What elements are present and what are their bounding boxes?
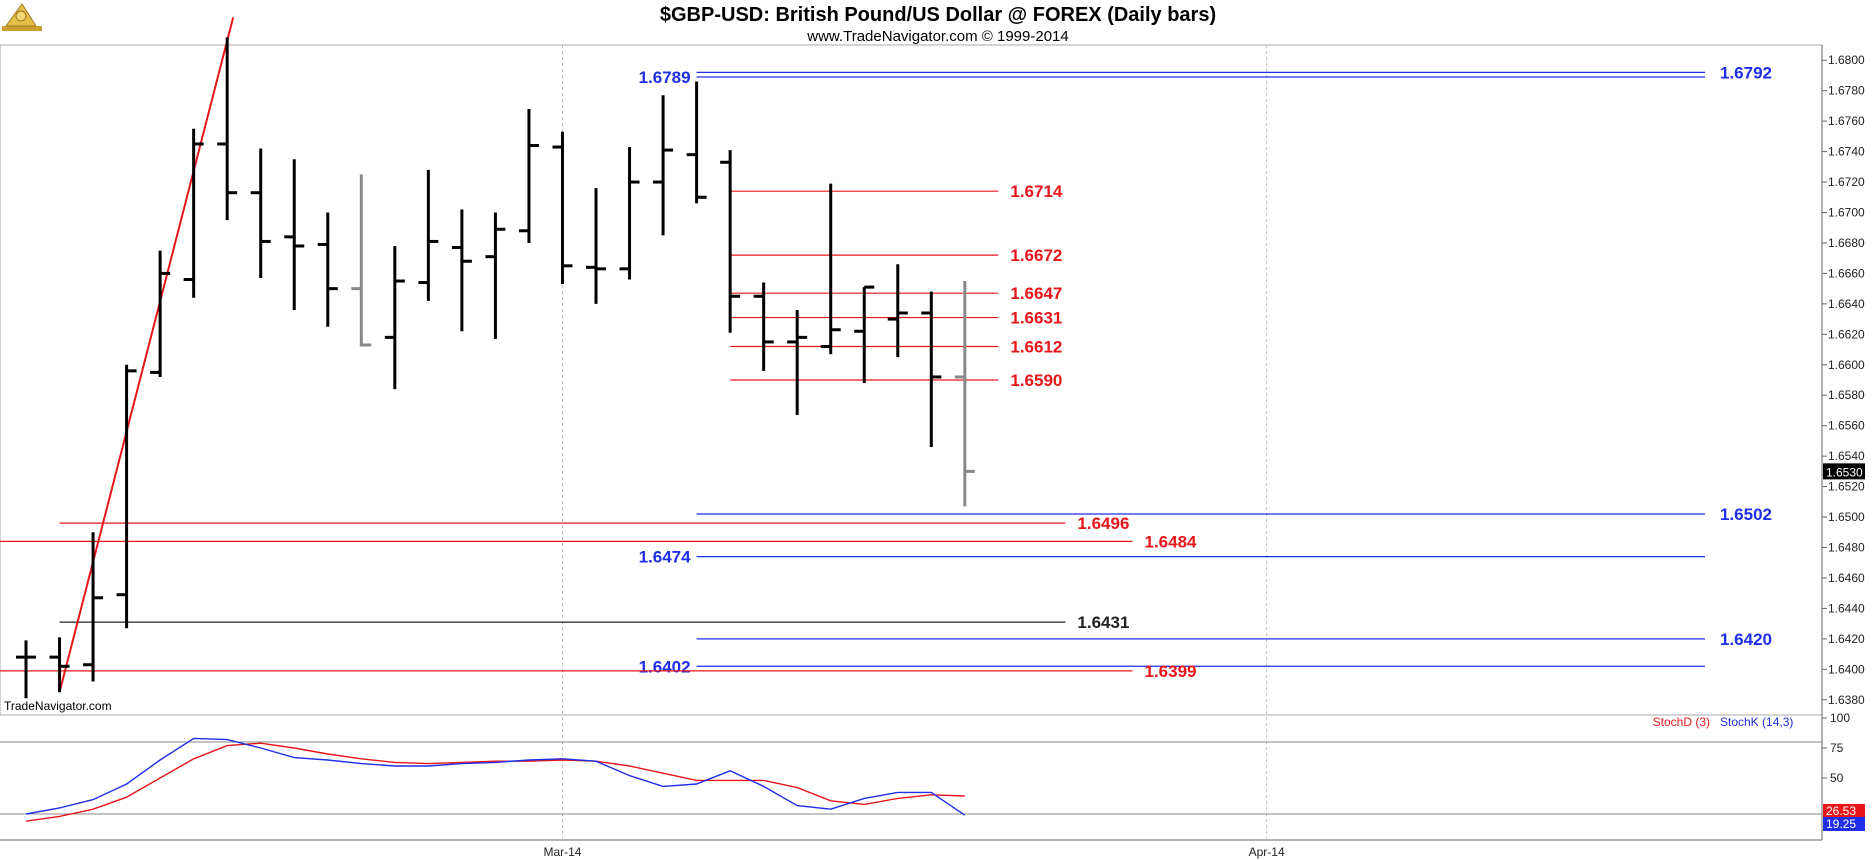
level-label: 1.6484	[1144, 532, 1197, 551]
stoch-k-legend: StochK (14,3)	[1720, 715, 1793, 729]
price-levels: 1.6792 1.6789 1.6714 1.6672 1.6647 1.6631 1.66…	[0, 63, 1772, 681]
y-tick-label: 1.6640	[1828, 297, 1865, 311]
y-tick-label: 1.6760	[1828, 114, 1865, 128]
level-label: 1.6647	[1010, 284, 1062, 303]
ohlc-bar	[619, 147, 640, 280]
y-tick-label: 1.6620	[1828, 327, 1865, 341]
ohlc-bar	[753, 282, 774, 371]
stoch-tick-label: 75	[1830, 741, 1844, 755]
level-label: 1.6590	[1010, 371, 1062, 390]
ohlc-bar	[183, 128, 204, 298]
y-tick-label: 1.6520	[1828, 480, 1865, 494]
stoch-d-legend: StochD (3)	[1653, 715, 1710, 729]
ohlc-bar	[720, 150, 741, 333]
ohlc-bar	[921, 291, 942, 447]
y-tick-label: 1.6500	[1828, 510, 1865, 524]
y-tick-label: 1.6680	[1828, 236, 1865, 250]
ohlc-bar	[49, 637, 70, 693]
ohlc-bar	[284, 159, 305, 310]
y-axis: 1.6380 1.6400 1.6420 1.6440 1.6460 1.6480 1.65…	[1822, 53, 1865, 707]
level-label: 1.6496	[1077, 514, 1129, 533]
y-tick-label: 1.6400	[1828, 662, 1865, 676]
stochastic-panel: 100 75 50	[0, 711, 1850, 822]
y-tick-label: 1.6600	[1828, 358, 1865, 372]
ohlc-bar	[116, 364, 137, 629]
chart-title: $GBP-USD: British Pound/US Dollar @ FORE…	[660, 4, 1216, 26]
y-tick-label: 1.6740	[1828, 145, 1865, 159]
trade-navigator-logo-icon	[2, 3, 42, 31]
ohlc-bar	[250, 148, 271, 278]
grid	[561, 45, 1268, 840]
stoch-d-value: 26.53	[1826, 804, 1856, 818]
stoch-d-marker: 26.53	[1823, 804, 1865, 818]
y-tick-label: 1.6560	[1828, 419, 1865, 433]
ohlc-bar	[653, 95, 674, 236]
y-tick-label: 1.6580	[1828, 388, 1865, 402]
trendline	[58, 17, 235, 693]
last-price-marker: 1.6530	[1823, 463, 1865, 480]
stoch-tick-label: 100	[1830, 711, 1850, 725]
ohlc-bar	[418, 169, 439, 301]
trend-line	[58, 17, 235, 693]
level-label: 1.6420	[1720, 630, 1772, 649]
ohlc-bar	[150, 250, 171, 377]
ohlc-bar	[854, 285, 875, 384]
x-axis: Mar-14 Apr-14	[543, 845, 1284, 859]
stoch-k-marker: 19.25	[1823, 817, 1865, 831]
y-tick-label: 1.6420	[1828, 632, 1865, 646]
ohlc-bar	[451, 209, 472, 332]
level-label: 1.6789	[639, 68, 691, 87]
y-tick-label: 1.6540	[1828, 449, 1865, 463]
y-tick-label: 1.6460	[1828, 571, 1865, 585]
ohlc-bar	[384, 246, 405, 390]
ohlc-bar	[820, 183, 841, 355]
ohlc-bar	[83, 532, 104, 682]
level-label: 1.6714	[1010, 182, 1063, 201]
level-label: 1.6431	[1077, 613, 1129, 632]
x-tick-label: Apr-14	[1249, 845, 1285, 859]
stoch-d-line	[25, 742, 965, 822]
y-tick-label: 1.6780	[1828, 84, 1865, 98]
ohlc-bar	[217, 37, 238, 221]
ohlc-bar	[518, 108, 539, 243]
y-tick-label: 1.6660	[1828, 266, 1865, 280]
watermark: TradeNavigator.com	[4, 699, 112, 713]
ohlc-bar	[485, 212, 506, 339]
level-label: 1.6399	[1144, 662, 1196, 681]
y-tick-label: 1.6800	[1828, 53, 1865, 67]
y-tick-label: 1.6440	[1828, 601, 1865, 615]
ohlc-bar	[787, 309, 808, 416]
chart-subtitle: www.TradeNavigator.com © 1999-2014	[806, 28, 1068, 45]
level-label: 1.6672	[1010, 246, 1062, 265]
level-label: 1.6502	[1720, 505, 1772, 524]
last-price-label: 1.6530	[1826, 465, 1863, 479]
level-label: 1.6474	[639, 548, 692, 567]
x-tick-label: Mar-14	[543, 845, 581, 859]
level-label: 1.6612	[1010, 338, 1062, 357]
ohlc-bar	[351, 174, 372, 347]
ohlc-bar	[887, 264, 908, 358]
stoch-k-line	[25, 737, 966, 816]
y-tick-label: 1.6480	[1828, 541, 1865, 555]
y-tick-label: 1.6720	[1828, 175, 1865, 189]
ohlc-bar	[317, 212, 338, 327]
y-tick-label: 1.6380	[1828, 693, 1865, 707]
stoch-tick-label: 50	[1830, 771, 1844, 785]
level-label: 1.6792	[1720, 63, 1772, 82]
level-label: 1.6402	[639, 657, 691, 676]
ohlc-bar	[954, 281, 975, 507]
y-tick-label: 1.6700	[1828, 206, 1865, 220]
ohlc-bar	[586, 188, 607, 304]
ohlc-bar	[686, 81, 707, 204]
stoch-k-value: 19.25	[1826, 817, 1856, 831]
ohlc-bar	[552, 131, 573, 285]
ohlc-bars	[16, 37, 975, 699]
level-label: 1.6631	[1010, 309, 1062, 328]
ohlc-bar	[16, 640, 36, 699]
